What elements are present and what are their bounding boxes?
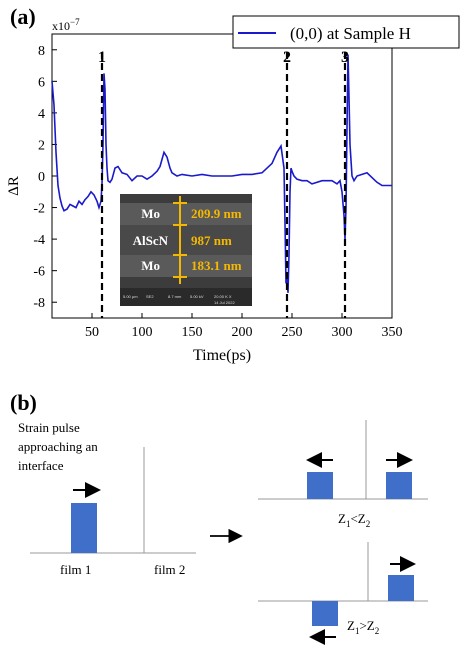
sem-footer-bar: [120, 288, 252, 306]
panel-a-label: (a): [10, 4, 36, 29]
caption-line: approaching an: [18, 439, 98, 454]
panel-b-label: (b): [10, 390, 37, 415]
relation-part: 2: [366, 519, 371, 529]
transmitted-pulse: [386, 472, 412, 499]
y-exponent-power: −7: [70, 17, 80, 27]
reflected-pulse: [307, 472, 333, 499]
x-tick-label: 100: [132, 325, 153, 340]
relation-part: Z: [347, 618, 355, 633]
impedance-relation-top: Z1<Z2: [338, 511, 370, 529]
y-tick-label: 4: [38, 107, 45, 122]
y-tick-label: -2: [33, 202, 45, 217]
y-exponent-base: x10: [52, 19, 70, 33]
caption-line: interface: [18, 458, 64, 473]
film1-label: film 1: [60, 562, 91, 577]
x-tick-label: 150: [182, 325, 203, 340]
sem-inset: Mo 209.9 nm AlScN 987 nm Mo 183.1 nm 5.0…: [120, 194, 252, 306]
transmitted-pulse: [388, 575, 414, 601]
strain-pulse: [71, 503, 97, 553]
sem-footer-text: 14 Jul 2022: [214, 300, 235, 305]
layer-material-label: AlScN: [133, 233, 169, 248]
relation-part: 2: [375, 626, 380, 636]
layer-thickness-label: 183.1 nm: [191, 258, 242, 273]
relation-part: 1: [355, 626, 360, 636]
reflected-pulse: [312, 601, 338, 626]
y-tick-label: -8: [33, 296, 45, 311]
relation-part: <Z: [350, 511, 365, 526]
y-tick-label: 6: [38, 75, 45, 90]
layer-material-label: Mo: [141, 258, 160, 273]
event-marker-label: 1: [98, 49, 106, 66]
impedance-relation-bottom: Z1>Z2: [347, 618, 379, 636]
sem-layer-mo-top: [120, 203, 252, 225]
event-marker-label: 3: [341, 49, 349, 66]
sem-footer-text: 5.00 kV: [190, 294, 204, 299]
sem-footer-text: SE2: [146, 294, 154, 299]
sem-footer-text: 20.00 K X: [214, 294, 232, 299]
x-tick-label: 350: [382, 325, 403, 340]
x-tick-label: 250: [282, 325, 303, 340]
y-tick-label: 2: [38, 138, 45, 153]
legend-label: (0,0) at Sample H: [290, 24, 411, 43]
film2-label: film 2: [154, 562, 185, 577]
layer-thickness-label: 987 nm: [191, 233, 232, 248]
x-axis-label: Time(ps): [193, 347, 251, 364]
y-exponent-label: x10−7: [52, 17, 80, 33]
relation-part: Z: [338, 511, 346, 526]
sem-footer-text: 8.7 mm: [168, 294, 182, 299]
layer-thickness-label: 209.9 nm: [191, 206, 242, 221]
y-axis-label: ΔR: [6, 176, 22, 196]
event-marker-label: 2: [283, 49, 291, 66]
y-tick-label: -6: [33, 265, 45, 280]
legend: (0,0) at Sample H: [232, 15, 460, 49]
x-tick-label: 200: [232, 325, 253, 340]
relation-part: >Z: [359, 618, 374, 633]
caption-line: Strain pulse: [18, 420, 80, 435]
sem-footer-text: 5.00 μm: [123, 294, 138, 299]
sem-layer-alscn: [120, 225, 252, 255]
y-tick-label: 0: [38, 170, 45, 185]
layer-material-label: Mo: [141, 206, 160, 221]
relation-part: 1: [346, 519, 351, 529]
sem-layer-mo-bottom: [120, 255, 252, 277]
y-tick-label: 8: [38, 44, 45, 59]
y-tick-label: -4: [33, 233, 45, 248]
y-axis: -8 -6 -4 -2 0 2 4 6 8: [33, 44, 57, 311]
x-tick-label: 300: [332, 325, 353, 340]
x-axis: 50 100 150 200 250 300 350: [85, 313, 403, 340]
x-tick-label: 50: [85, 325, 99, 340]
